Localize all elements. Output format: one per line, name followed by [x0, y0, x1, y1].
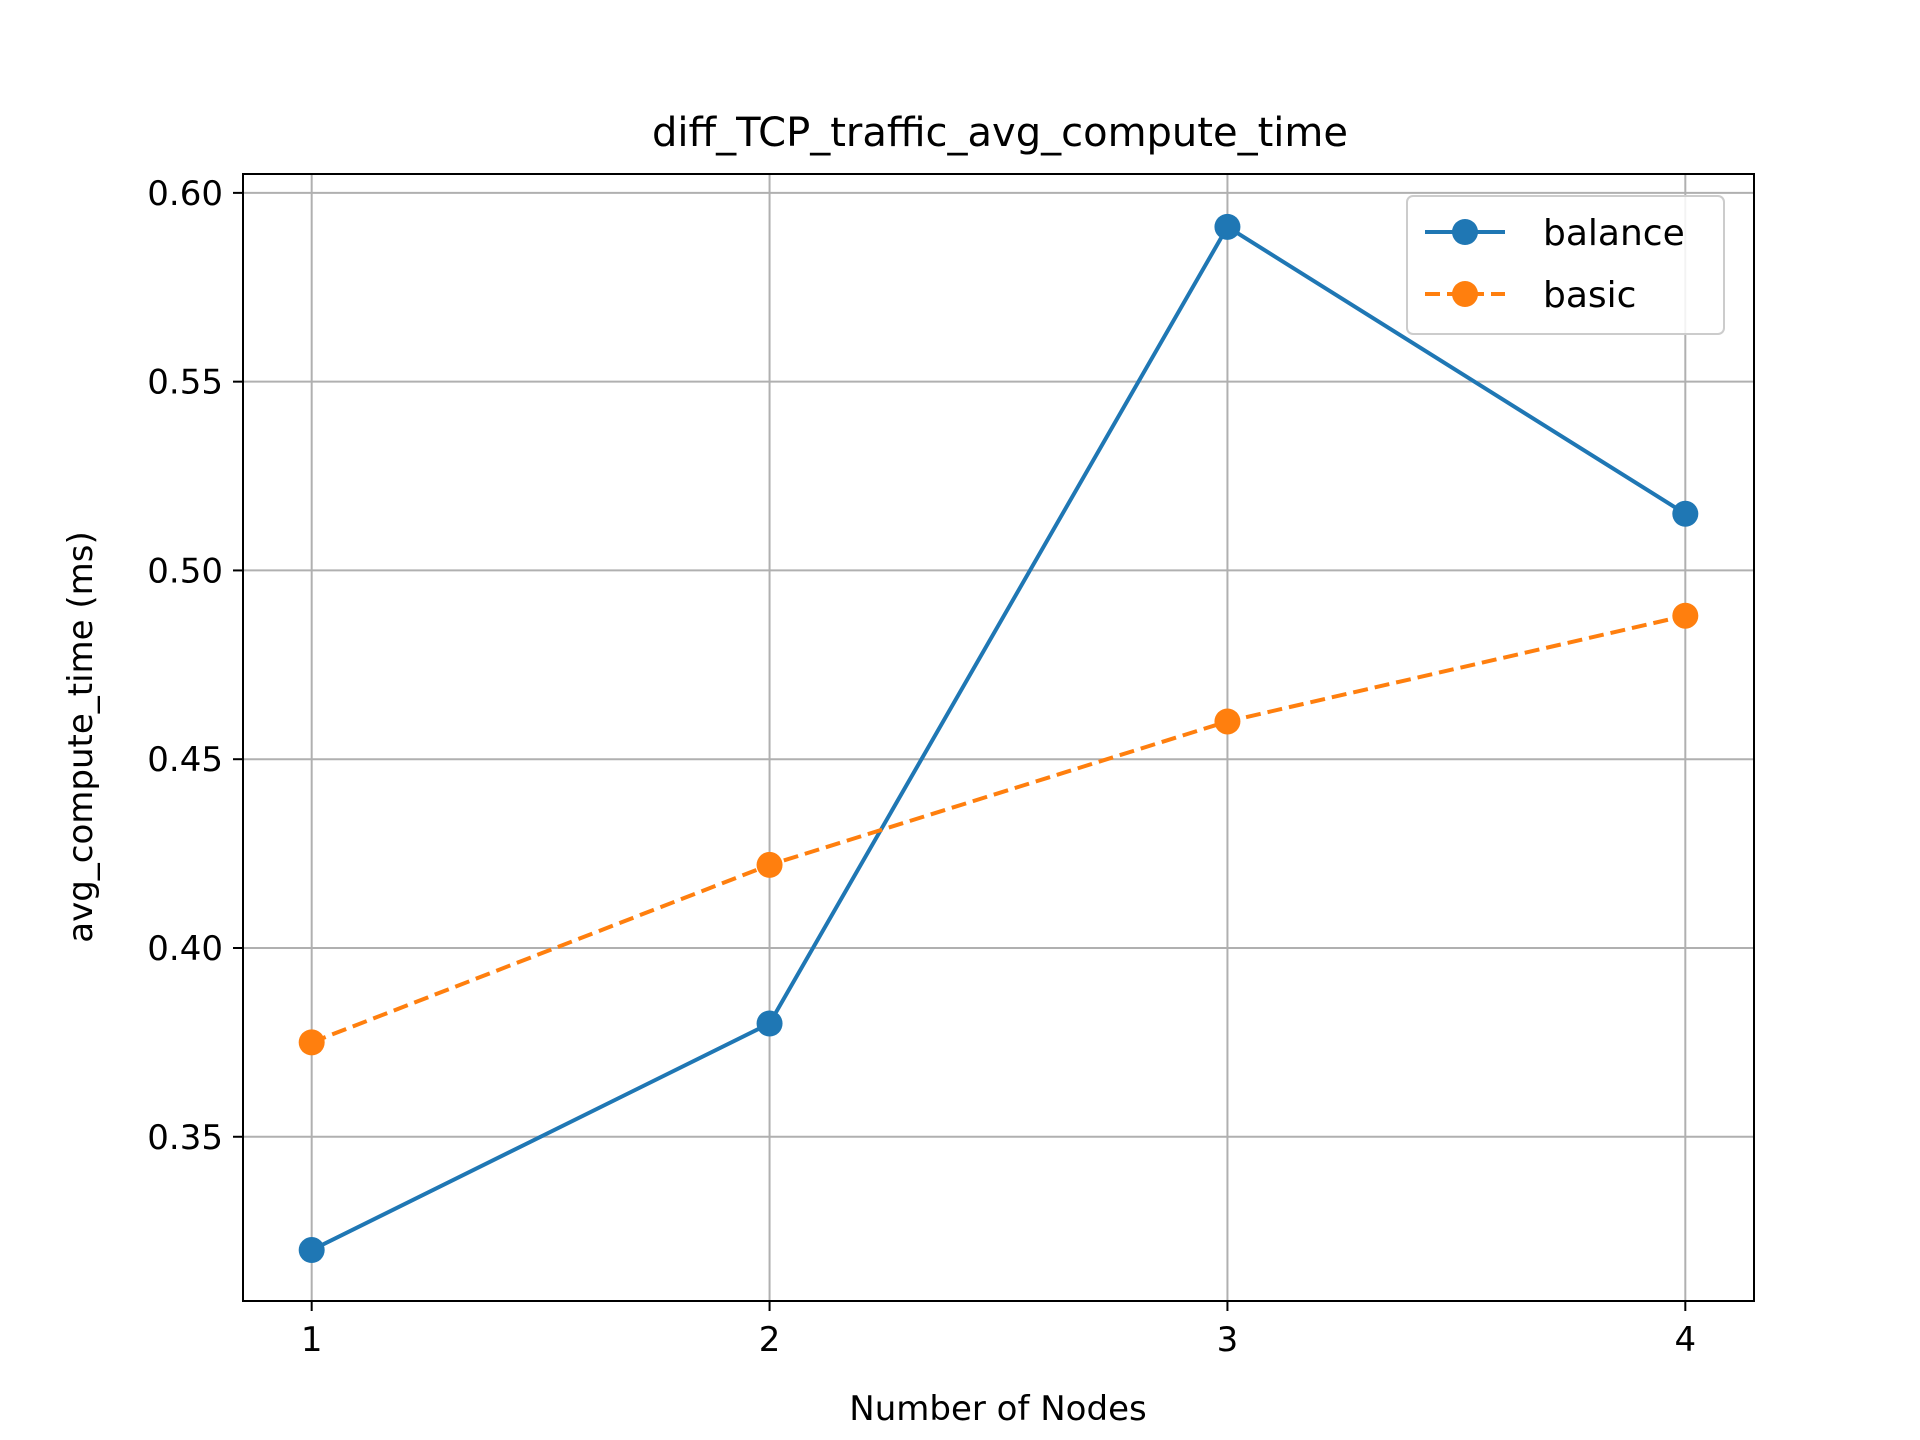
y-axis-ticks: 0.35 0.40 0.45 0.50 0.55 0.60	[147, 174, 243, 1158]
data-point-balance	[298, 1237, 325, 1264]
plot-area-border	[242, 173, 1755, 1302]
legend-label-basic: basic	[1543, 275, 1636, 316]
series-line-basic	[310, 613, 1686, 1045]
data-point-balance	[756, 1010, 783, 1037]
series-layer	[298, 213, 1699, 1264]
grid	[243, 174, 1754, 1301]
data-point-basic	[756, 851, 783, 878]
y-tick-label: 0.40	[147, 929, 223, 969]
x-axis-ticks: 1 2 3 4	[301, 1301, 1696, 1360]
x-axis-label: Number of Nodes	[849, 1389, 1146, 1429]
y-axis-label: avg_compute_time (ms)	[61, 531, 101, 943]
y-tick-label: 0.60	[147, 174, 223, 214]
data-point-basic	[298, 1029, 325, 1056]
data-point-basic	[1672, 602, 1699, 629]
chart-title: diff_TCP_traffic_avg_compute_time	[652, 110, 1348, 156]
series-balance	[298, 213, 1699, 1264]
y-tick-label: 0.50	[147, 551, 223, 591]
x-tick-label: 1	[301, 1320, 323, 1360]
data-point-basic	[1214, 708, 1241, 735]
x-tick-label: 2	[759, 1320, 781, 1360]
y-tick-label: 0.55	[147, 363, 223, 403]
data-point-balance	[1214, 213, 1241, 240]
data-point-balance	[1672, 500, 1699, 527]
legend: balance basic	[1406, 195, 1725, 335]
x-tick-label: 4	[1674, 1320, 1696, 1360]
series-basic	[298, 602, 1699, 1056]
x-tick-label: 3	[1217, 1320, 1239, 1360]
legend-label-balance: balance	[1543, 213, 1685, 254]
legend-marker-balance	[1452, 219, 1478, 245]
series-line-balance	[310, 224, 1687, 1252]
legend-marker-basic	[1452, 281, 1478, 307]
y-tick-label: 0.35	[147, 1118, 223, 1158]
y-tick-label: 0.45	[147, 740, 223, 780]
